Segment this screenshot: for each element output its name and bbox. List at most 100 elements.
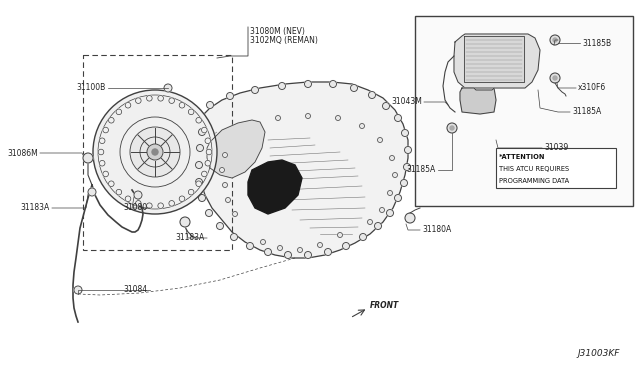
Text: 31039: 31039 xyxy=(544,144,568,153)
Circle shape xyxy=(553,38,557,42)
Circle shape xyxy=(392,173,397,177)
Text: 31183A: 31183A xyxy=(176,234,205,243)
Circle shape xyxy=(207,102,214,109)
Circle shape xyxy=(369,92,376,99)
Circle shape xyxy=(401,129,408,137)
Circle shape xyxy=(169,201,175,206)
Text: 31084: 31084 xyxy=(124,285,148,295)
Circle shape xyxy=(378,138,383,142)
Polygon shape xyxy=(460,88,496,114)
Circle shape xyxy=(351,84,358,92)
Polygon shape xyxy=(464,36,524,82)
Circle shape xyxy=(367,219,372,224)
Circle shape xyxy=(125,102,131,108)
Polygon shape xyxy=(207,120,265,178)
Circle shape xyxy=(404,147,412,154)
Circle shape xyxy=(196,118,202,123)
Circle shape xyxy=(374,222,381,230)
Circle shape xyxy=(330,80,337,87)
Circle shape xyxy=(252,87,259,93)
Circle shape xyxy=(152,149,158,155)
Circle shape xyxy=(198,128,205,135)
Circle shape xyxy=(158,203,163,208)
Circle shape xyxy=(401,180,408,186)
Circle shape xyxy=(205,209,212,217)
Circle shape xyxy=(550,73,560,83)
Text: FRONT: FRONT xyxy=(370,301,399,310)
Circle shape xyxy=(116,189,122,195)
Circle shape xyxy=(147,144,163,160)
Text: 31043M: 31043M xyxy=(391,97,422,106)
Circle shape xyxy=(216,222,223,230)
Text: 31080M (NEV): 31080M (NEV) xyxy=(250,27,305,36)
Circle shape xyxy=(196,181,202,186)
Circle shape xyxy=(103,171,108,177)
Text: 3102MQ (REMAN): 3102MQ (REMAN) xyxy=(250,36,318,45)
Circle shape xyxy=(305,113,310,119)
Circle shape xyxy=(403,164,410,170)
Circle shape xyxy=(103,127,108,133)
Circle shape xyxy=(447,123,457,133)
Text: PROGRAMMING DATA: PROGRAMMING DATA xyxy=(499,178,569,184)
Circle shape xyxy=(390,155,394,160)
Circle shape xyxy=(99,138,105,144)
Text: J31003KF: J31003KF xyxy=(578,349,620,358)
Circle shape xyxy=(227,93,234,99)
Circle shape xyxy=(202,127,207,133)
Circle shape xyxy=(317,243,323,247)
Polygon shape xyxy=(454,34,540,88)
Circle shape xyxy=(205,138,211,144)
Circle shape xyxy=(383,103,390,109)
Circle shape xyxy=(99,160,105,166)
Circle shape xyxy=(179,196,185,202)
Circle shape xyxy=(180,217,190,227)
Circle shape xyxy=(195,161,202,169)
Circle shape xyxy=(147,203,152,208)
Polygon shape xyxy=(248,160,302,214)
Text: 31185A: 31185A xyxy=(407,166,436,174)
Circle shape xyxy=(109,181,114,186)
Circle shape xyxy=(223,183,227,187)
Circle shape xyxy=(164,84,172,92)
Circle shape xyxy=(74,286,82,294)
Circle shape xyxy=(130,127,180,177)
Circle shape xyxy=(550,35,560,45)
Text: 31185A: 31185A xyxy=(572,108,601,116)
Circle shape xyxy=(158,96,163,101)
Circle shape xyxy=(179,102,185,108)
Circle shape xyxy=(169,98,175,103)
Circle shape xyxy=(405,213,415,223)
Circle shape xyxy=(335,115,340,121)
Circle shape xyxy=(553,76,557,80)
Circle shape xyxy=(109,118,114,123)
Text: 31100B: 31100B xyxy=(77,83,106,93)
Circle shape xyxy=(264,248,271,256)
Circle shape xyxy=(93,90,217,214)
Circle shape xyxy=(380,208,385,212)
Circle shape xyxy=(116,109,122,115)
Circle shape xyxy=(134,191,142,199)
Text: 31086M: 31086M xyxy=(7,148,38,157)
Circle shape xyxy=(387,190,392,196)
Circle shape xyxy=(360,234,367,241)
Circle shape xyxy=(278,246,282,250)
Circle shape xyxy=(188,109,194,115)
Circle shape xyxy=(450,126,454,130)
Circle shape xyxy=(324,248,332,256)
Circle shape xyxy=(246,243,253,250)
Text: x310F6: x310F6 xyxy=(578,83,606,93)
Circle shape xyxy=(298,247,303,253)
Circle shape xyxy=(387,209,394,217)
Text: 31180A: 31180A xyxy=(422,225,451,234)
Circle shape xyxy=(305,251,312,259)
Circle shape xyxy=(196,144,204,151)
Circle shape xyxy=(360,124,365,128)
Circle shape xyxy=(232,212,237,217)
Text: THIS ATCU REQUIRES: THIS ATCU REQUIRES xyxy=(499,166,569,172)
Circle shape xyxy=(394,195,401,202)
Circle shape xyxy=(342,243,349,250)
Polygon shape xyxy=(198,82,408,258)
Text: 31183A: 31183A xyxy=(20,203,50,212)
Text: 31080: 31080 xyxy=(124,203,148,212)
Circle shape xyxy=(88,188,96,196)
